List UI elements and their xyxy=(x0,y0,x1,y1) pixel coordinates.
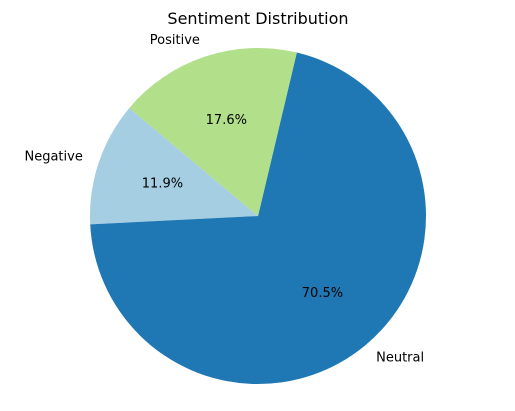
pie-percent-label-negative: 11.9% xyxy=(142,176,183,191)
pie-category-label-positive: Positive xyxy=(150,33,200,48)
chart-title: Sentiment Distribution xyxy=(167,9,348,28)
pie-category-label-negative: Negative xyxy=(24,150,82,165)
pie-percent-label-neutral: 70.5% xyxy=(302,286,343,301)
pie-percent-label-positive: 17.6% xyxy=(206,113,247,128)
pie-category-label-neutral: Neutral xyxy=(376,351,424,366)
pie-slices xyxy=(90,48,426,384)
